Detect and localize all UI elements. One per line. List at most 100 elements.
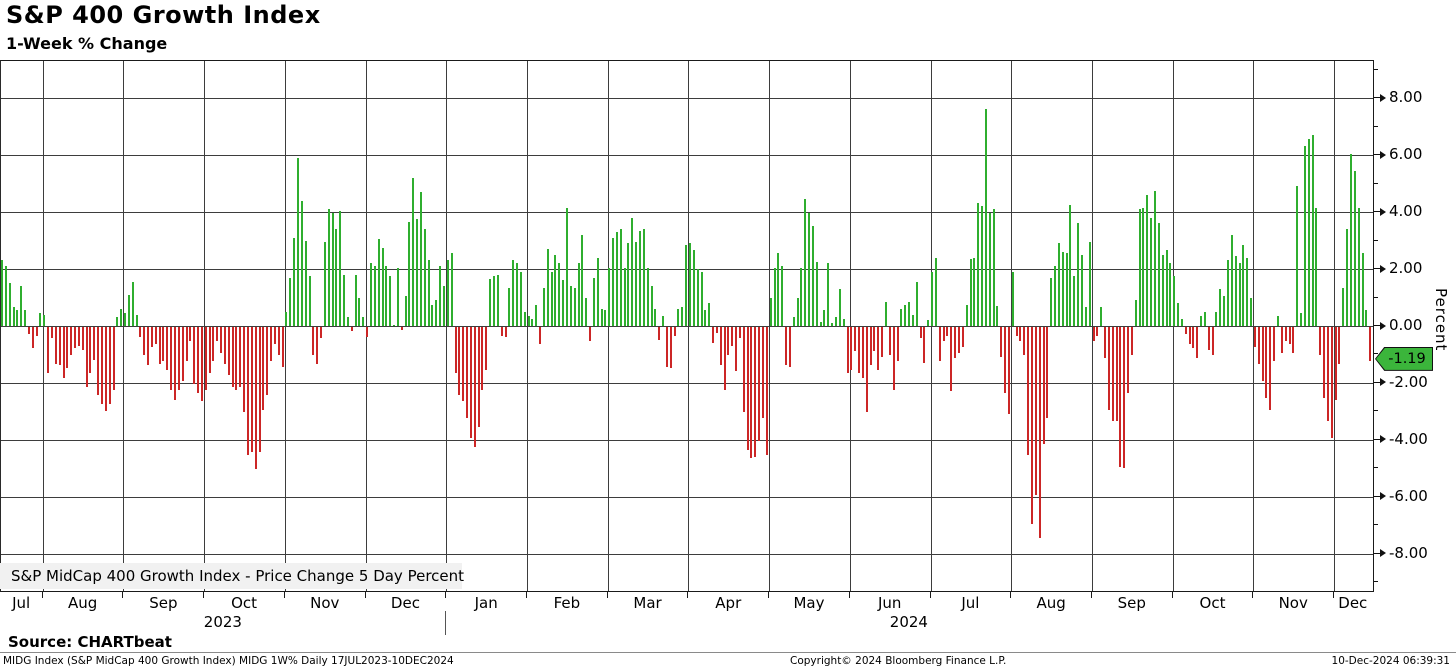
data-bar	[754, 327, 757, 457]
data-bar	[550, 271, 553, 326]
data-bar	[16, 310, 19, 326]
month-label: Aug	[67, 594, 98, 612]
data-bar	[727, 327, 730, 356]
data-bar	[950, 327, 953, 392]
y-axis-tick-arrow	[1380, 93, 1386, 102]
y-axis-major-tick	[1374, 325, 1382, 326]
data-bar	[1246, 257, 1249, 326]
data-bar	[1215, 311, 1218, 326]
data-bar	[1142, 207, 1145, 326]
data-bar	[592, 277, 595, 326]
y-axis-tick-label: 8.00	[1389, 88, 1423, 107]
data-bar	[535, 304, 538, 326]
data-bar	[281, 327, 284, 367]
data-bar	[765, 327, 768, 456]
data-bar	[289, 277, 292, 326]
plot-area	[0, 60, 1374, 592]
data-bar	[869, 327, 872, 366]
data-bar	[24, 310, 27, 326]
source-label: Source: CHARTbeat	[8, 633, 172, 651]
data-bar	[189, 327, 192, 342]
data-bar	[1315, 207, 1318, 326]
data-bar	[1130, 327, 1133, 356]
data-bar	[335, 229, 338, 326]
data-bar	[1007, 327, 1010, 414]
last-value-badge-text: -1.19	[1376, 347, 1432, 370]
data-bar	[293, 237, 296, 326]
data-bar	[1123, 327, 1126, 469]
data-bar	[231, 327, 234, 387]
data-bar	[150, 327, 153, 347]
data-bar	[519, 271, 522, 326]
y-axis-tick-label: -6.00	[1389, 486, 1428, 505]
data-bar	[1349, 153, 1352, 326]
data-bar	[923, 327, 926, 363]
data-bar	[1180, 318, 1183, 326]
data-bar	[662, 316, 664, 326]
data-bar	[1077, 223, 1080, 326]
data-bar	[212, 327, 215, 362]
data-bar	[808, 213, 811, 326]
data-bar	[927, 320, 930, 326]
data-bar	[838, 288, 841, 326]
data-bar	[362, 317, 365, 326]
data-bar	[108, 327, 111, 404]
data-bar	[316, 327, 319, 365]
data-bar	[277, 327, 280, 356]
data-bar	[942, 327, 945, 342]
data-bar	[443, 286, 445, 326]
data-bar	[12, 307, 15, 326]
data-bar	[116, 317, 119, 326]
data-bar	[223, 327, 226, 365]
data-bar	[523, 311, 526, 326]
data-bar	[323, 241, 326, 326]
data-bar	[43, 314, 46, 326]
data-bar	[827, 263, 830, 326]
data-bar	[627, 243, 630, 326]
y-axis-tick-arrow	[1380, 435, 1386, 444]
y-axis-major-tick	[1374, 97, 1382, 99]
data-bar	[596, 257, 599, 326]
data-bar	[665, 327, 668, 367]
data-bar	[669, 327, 672, 369]
data-bar	[704, 310, 707, 326]
data-bar	[350, 327, 353, 332]
data-bar	[1084, 307, 1087, 326]
data-bar	[1100, 307, 1103, 326]
data-bar	[988, 213, 991, 326]
data-bar	[1150, 217, 1153, 326]
data-bar	[54, 327, 57, 365]
data-bar	[97, 327, 100, 396]
data-bar	[1188, 327, 1191, 345]
data-bar	[934, 257, 937, 326]
gridline-vertical	[42, 61, 44, 591]
data-bar	[85, 327, 88, 387]
gridline-vertical	[1172, 61, 1174, 591]
data-bar	[1161, 254, 1164, 326]
data-bar	[615, 231, 618, 326]
y-axis-minor-tick	[1374, 524, 1378, 526]
data-bar	[842, 318, 845, 326]
data-bar	[1280, 327, 1283, 353]
data-bar	[239, 327, 242, 387]
data-bar	[377, 239, 380, 326]
data-bar	[673, 327, 676, 336]
gridline-vertical	[607, 61, 609, 591]
data-bar	[1242, 244, 1245, 326]
data-bar	[1092, 327, 1095, 342]
data-bar	[804, 199, 807, 326]
data-bar	[162, 327, 165, 362]
data-bar	[911, 314, 914, 326]
y-axis-minor-tick	[1374, 182, 1378, 184]
month-label: May	[793, 594, 825, 612]
data-bar	[1265, 327, 1268, 399]
data-bar	[435, 300, 438, 326]
data-bar	[1311, 135, 1314, 326]
data-bar	[81, 327, 84, 350]
month-tick	[364, 592, 366, 598]
data-bar	[404, 296, 407, 326]
data-bar	[193, 327, 196, 384]
data-bar	[139, 327, 142, 337]
data-bar	[343, 274, 345, 326]
